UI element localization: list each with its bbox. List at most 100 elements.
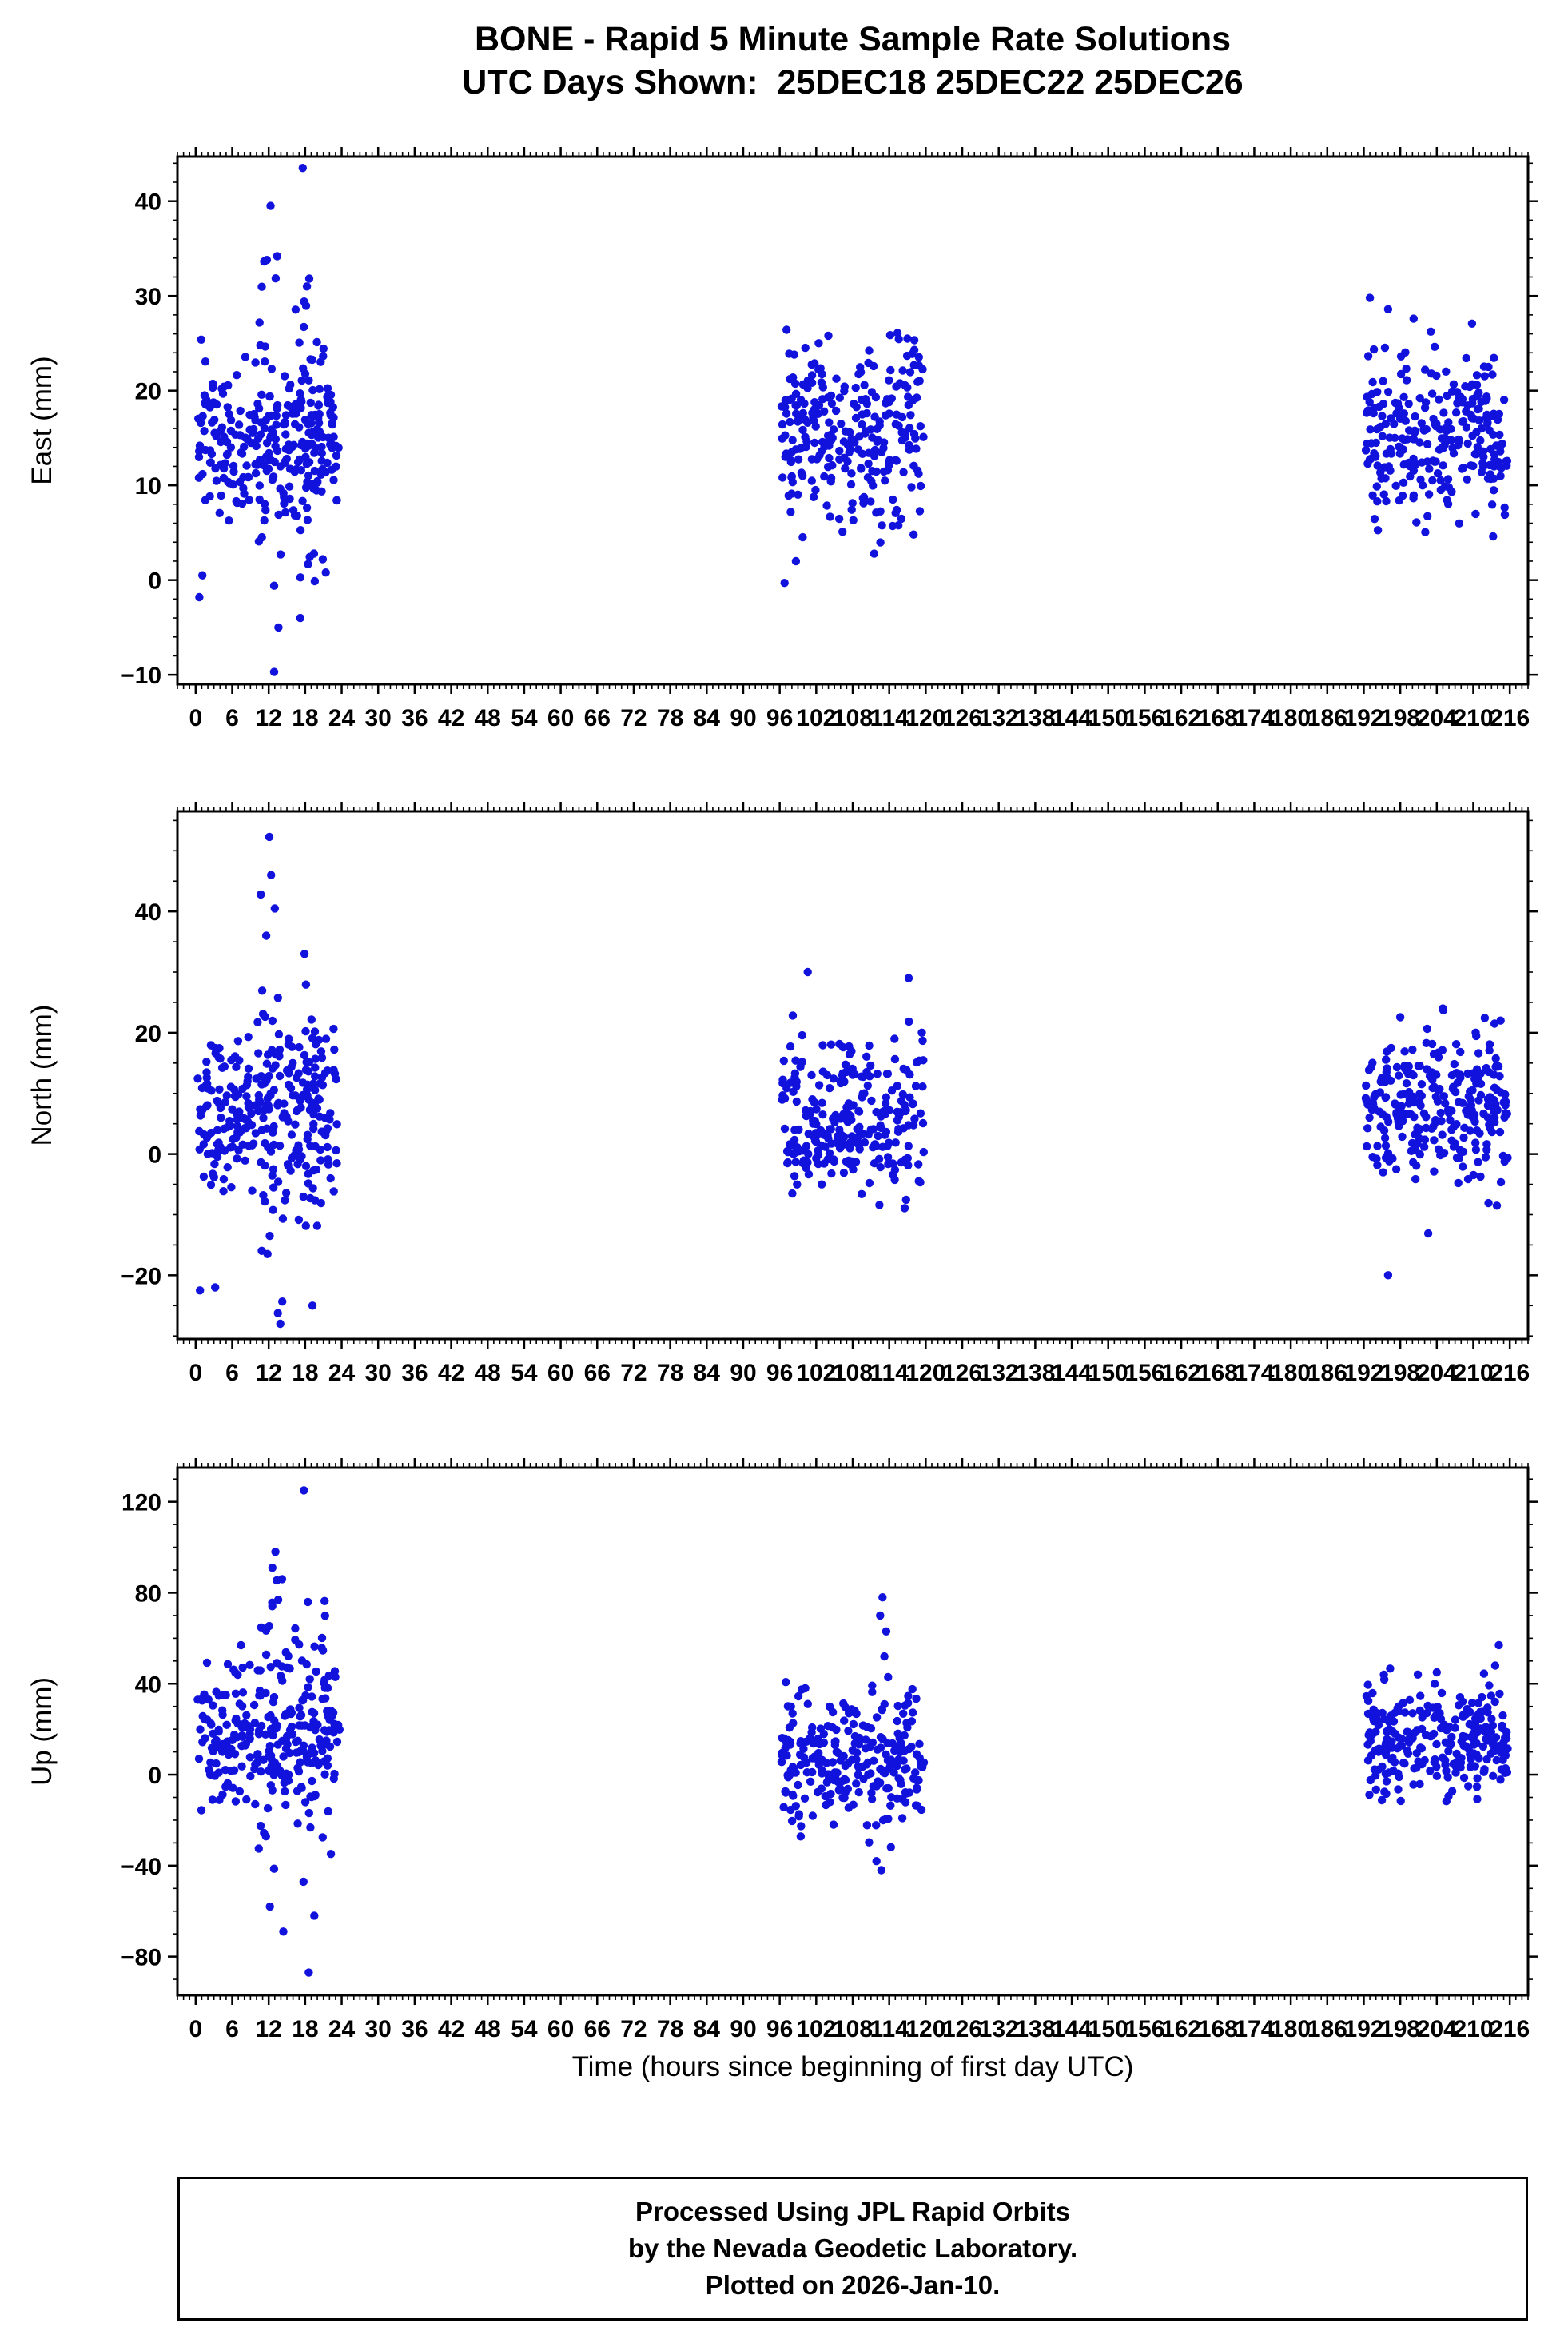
- data-point: [278, 1214, 288, 1223]
- data-point: [306, 1723, 315, 1732]
- data-point: [1438, 1130, 1447, 1139]
- data-point: [854, 1740, 864, 1749]
- data-point: [885, 461, 893, 470]
- x-tick-label: 192: [1343, 1360, 1383, 1386]
- data-point: [301, 1162, 311, 1170]
- data-point: [914, 353, 924, 361]
- data-point: [304, 1597, 312, 1607]
- x-tick-label: 162: [1161, 1360, 1201, 1386]
- data-point: [782, 409, 791, 418]
- x-tick-label: 120: [905, 705, 945, 731]
- data-point: [786, 417, 794, 427]
- data-point: [1455, 1098, 1463, 1106]
- data-point: [254, 537, 264, 546]
- data-point: [814, 1159, 823, 1169]
- data-point: [253, 1018, 262, 1026]
- data-point: [1433, 469, 1443, 478]
- data-point: [267, 365, 277, 373]
- y-axis-title: North (mm): [26, 1005, 58, 1146]
- data-point: [887, 1793, 896, 1802]
- data-point: [1399, 409, 1409, 418]
- x-tick-label: 24: [328, 2016, 356, 2042]
- data-point: [898, 366, 907, 375]
- data-point: [1476, 436, 1485, 445]
- data-point: [883, 1070, 893, 1078]
- data-point: [808, 1095, 817, 1104]
- data-point: [801, 343, 810, 353]
- data-point: [854, 1787, 863, 1797]
- data-point: [304, 1968, 313, 1977]
- data-point: [795, 1750, 805, 1759]
- data-point: [1412, 1763, 1421, 1772]
- data-point: [1471, 1146, 1481, 1154]
- data-point: [1451, 1040, 1461, 1049]
- data-point: [1375, 1088, 1385, 1097]
- data-point: [257, 282, 266, 291]
- data-point: [1482, 392, 1491, 401]
- data-point: [310, 576, 320, 586]
- data-point: [195, 1126, 204, 1136]
- data-point: [221, 1098, 229, 1107]
- data-point: [858, 1093, 866, 1102]
- x-tick-label: 144: [1052, 1360, 1092, 1386]
- data-point: [862, 1052, 871, 1061]
- data-point: [298, 164, 307, 173]
- data-point: [244, 1064, 253, 1073]
- data-point: [1430, 1167, 1439, 1176]
- data-point: [251, 358, 260, 367]
- data-point: [908, 1684, 917, 1694]
- data-point: [849, 516, 858, 524]
- data-point: [1432, 1763, 1441, 1771]
- data-point: [1370, 449, 1379, 458]
- data-point: [268, 1602, 277, 1611]
- x-tick-label: 54: [511, 1360, 538, 1386]
- data-point: [909, 336, 919, 345]
- data-point: [329, 1066, 338, 1074]
- data-point: [1404, 1087, 1414, 1097]
- data-point: [281, 444, 290, 453]
- data-point: [1486, 1093, 1494, 1102]
- data-point: [835, 1144, 845, 1153]
- data-point: [909, 429, 919, 439]
- data-point: [1496, 1016, 1505, 1025]
- data-point: [239, 1741, 248, 1750]
- data-point: [1480, 1727, 1489, 1735]
- data-point: [303, 1134, 312, 1144]
- x-tick-label: 0: [189, 2016, 202, 2042]
- data-point: [778, 1758, 786, 1767]
- data-point: [786, 1702, 795, 1711]
- data-point: [881, 476, 889, 485]
- data-point: [238, 1663, 247, 1672]
- x-tick-label: 30: [365, 1360, 392, 1386]
- data-point: [280, 499, 289, 508]
- data-point: [274, 1030, 284, 1039]
- data-point: [203, 1131, 213, 1141]
- data-point: [318, 555, 328, 564]
- data-point: [261, 1161, 269, 1170]
- data-point: [1481, 1153, 1490, 1162]
- data-point: [326, 408, 335, 417]
- data-point: [1444, 1747, 1453, 1755]
- data-point: [1416, 1691, 1425, 1700]
- data-point: [218, 1790, 227, 1799]
- data-point: [249, 1139, 258, 1148]
- data-point: [304, 560, 312, 568]
- data-point: [1435, 395, 1443, 404]
- data-point: [803, 1699, 812, 1708]
- data-point: [1467, 461, 1475, 470]
- data-point: [1387, 1755, 1396, 1764]
- data-point: [1503, 1154, 1512, 1162]
- chart-title: BONE - Rapid 5 Minute Sample Rate Soluti…: [474, 20, 1232, 58]
- data-point: [1436, 1108, 1445, 1118]
- data-point: [1438, 1753, 1447, 1762]
- data-point: [319, 432, 328, 442]
- data-point: [1377, 1795, 1387, 1805]
- data-point: [1368, 1058, 1377, 1067]
- data-point: [803, 967, 812, 977]
- data-point: [300, 297, 308, 306]
- data-point: [320, 1676, 329, 1684]
- data-point: [1399, 1117, 1407, 1126]
- x-tick-label: 120: [905, 1360, 945, 1386]
- data-point: [241, 1719, 249, 1728]
- x-tick-label: 42: [438, 2016, 464, 2042]
